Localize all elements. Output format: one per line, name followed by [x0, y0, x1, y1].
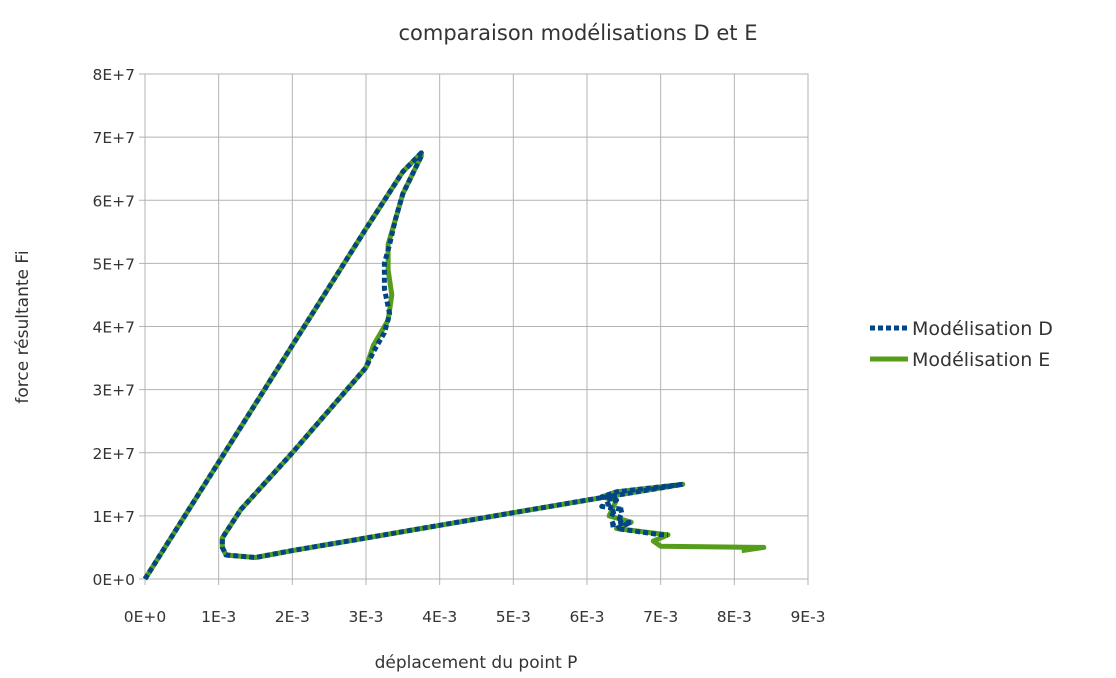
y-tick-label-4: 4E+7: [92, 319, 135, 337]
x-tick-label-6: 6E-3: [569, 608, 604, 626]
y-tick-label-8: 8E+7: [92, 66, 135, 84]
x-tick-label-1: 1E-3: [201, 608, 236, 626]
x-tick-label-8: 8E-3: [717, 608, 752, 626]
y-axis-title: force résultante Fi: [13, 250, 33, 403]
series-lines: [142, 150, 767, 581]
x-tick-label-5: 5E-3: [496, 608, 531, 626]
y-tick-label-1: 1E+7: [92, 508, 135, 526]
y-tick-label-0: 0E+0: [92, 571, 135, 589]
x-tick-label-4: 4E-3: [422, 608, 457, 626]
y-tick-label-6: 6E+7: [92, 192, 135, 210]
y-tick-label-5: 5E+7: [92, 255, 135, 273]
y-tick-label-3: 3E+7: [92, 382, 135, 400]
y-tick-label-7: 7E+7: [92, 129, 135, 147]
x-tick-label-2: 2E-3: [275, 608, 310, 626]
x-tick-label-7: 7E-3: [643, 608, 678, 626]
x-axis-ticks: 0E+0 1E-3 2E-3 3E-3 4E-3 5E-3 6E-3 7E-3 8E-3 9E-3: [124, 579, 826, 626]
chart-title: comparaison modélisations D et E: [399, 21, 758, 45]
x-tick-label-0: 0E+0: [124, 608, 167, 626]
legend-label-1: Modélisation E: [912, 349, 1050, 371]
legend: Modélisation D Modélisation E: [870, 318, 1053, 371]
x-tick-label-9: 9E-3: [790, 608, 825, 626]
y-tick-label-2: 2E+7: [92, 445, 135, 463]
series-line-modelisation-d: [142, 150, 686, 581]
y-axis-ticks: 0E+0 1E+7 2E+7 3E+7 4E+7 5E+7 6E+7 7E+7 8E+7: [92, 66, 145, 589]
legend-label-0: Modélisation D: [912, 318, 1053, 340]
x-tick-label-3: 3E-3: [348, 608, 383, 626]
x-axis-title: déplacement du point P: [375, 653, 578, 673]
